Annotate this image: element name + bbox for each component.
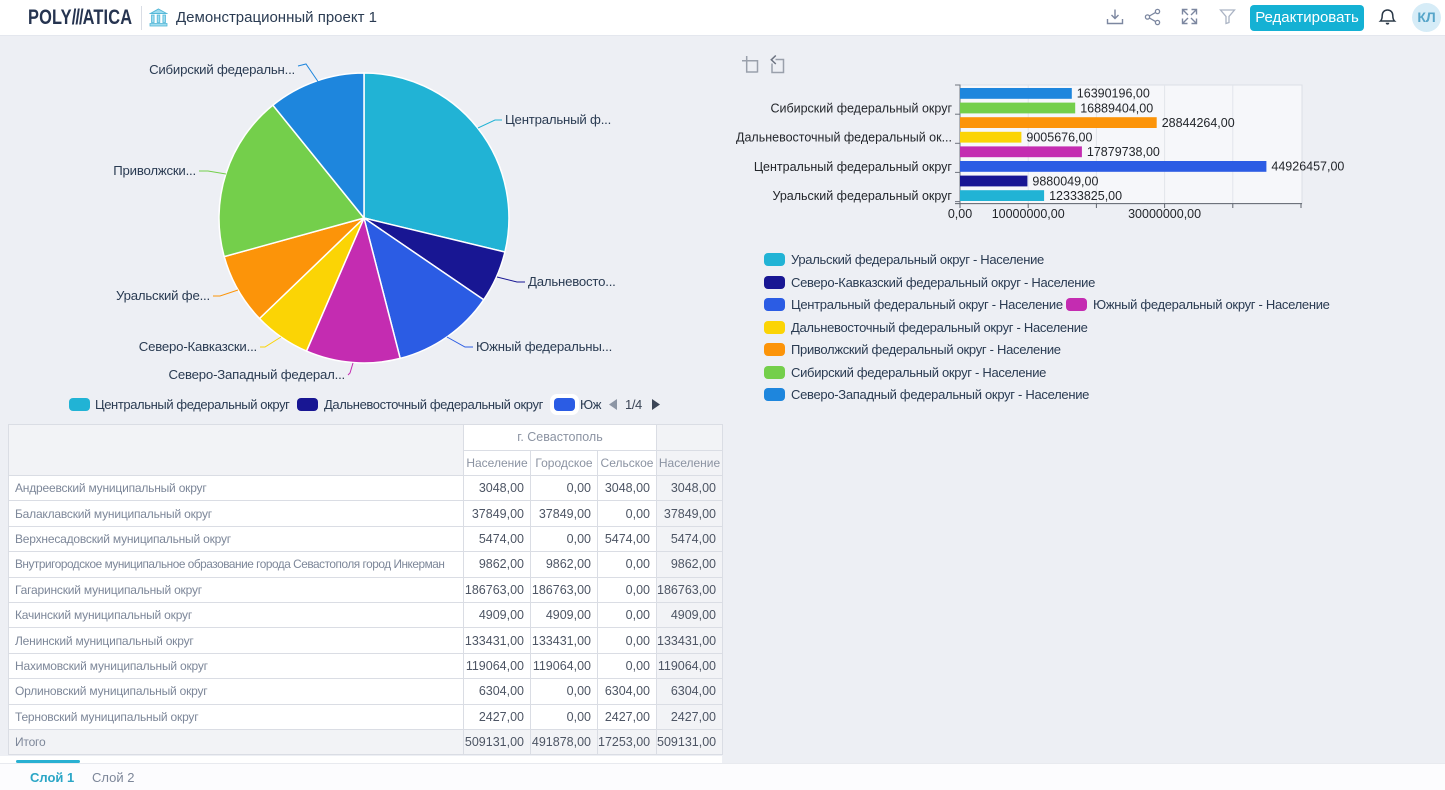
- svg-text:10000000,00: 10000000,00: [992, 207, 1065, 221]
- svg-text:Южный федеральны...: Южный федеральны...: [476, 339, 612, 354]
- svg-text:17879738,00: 17879738,00: [1087, 145, 1160, 159]
- svg-text:16889404,00: 16889404,00: [1080, 101, 1153, 115]
- svg-text:Центральный ф...: Центральный ф...: [505, 112, 611, 127]
- svg-text:9880049,00: 9880049,00: [1032, 174, 1098, 188]
- svg-text:Сибирский федеральн...: Сибирский федеральн...: [149, 62, 295, 77]
- svg-text:Дальневосто...: Дальневосто...: [528, 274, 616, 289]
- svg-text:28844264,00: 28844264,00: [1162, 116, 1235, 130]
- svg-text:Северо-Кавказски...: Северо-Кавказски...: [139, 339, 257, 354]
- svg-text:30000000,00: 30000000,00: [1128, 207, 1201, 221]
- svg-text:Уральский федеральный округ: Уральский федеральный округ: [772, 189, 952, 203]
- svg-text:Приволжски...: Приволжски...: [113, 163, 196, 178]
- svg-text:Северо-Западный федерал...: Северо-Западный федерал...: [169, 367, 345, 382]
- svg-text:Уральский фе...: Уральский фе...: [116, 288, 210, 303]
- svg-text:Центральный федеральный округ: Центральный федеральный округ: [754, 160, 953, 174]
- svg-text:Дальневосточный федеральный ок: Дальневосточный федеральный ок...: [736, 131, 952, 145]
- svg-text:9005676,00: 9005676,00: [1026, 131, 1092, 145]
- svg-text:44926457,00: 44926457,00: [1271, 160, 1344, 174]
- svg-text:Сибирский федеральный округ: Сибирский федеральный округ: [770, 102, 952, 116]
- svg-text:16390196,00: 16390196,00: [1077, 87, 1150, 101]
- svg-text:0,00: 0,00: [948, 207, 972, 221]
- svg-text:12333825,00: 12333825,00: [1049, 189, 1122, 203]
